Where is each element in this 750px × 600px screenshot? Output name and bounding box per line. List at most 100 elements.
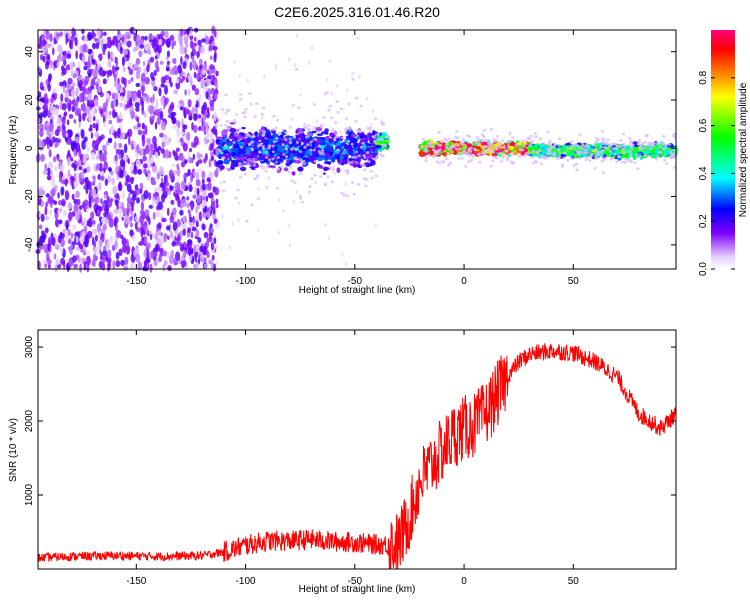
heatmap-cell xyxy=(91,106,96,117)
heatmap-cell xyxy=(224,144,228,148)
heatmap-cell xyxy=(368,126,372,130)
heatmap-cell xyxy=(365,96,369,101)
heatmap-cell xyxy=(370,176,374,180)
heatmap-cell xyxy=(44,163,47,171)
heatmap-cell xyxy=(198,58,203,66)
heatmap-cell xyxy=(455,130,459,133)
heatmap-cell xyxy=(278,197,281,202)
heatmap-cell xyxy=(66,82,70,90)
heatmap-cell xyxy=(179,190,184,196)
heatmap-cell xyxy=(206,239,210,249)
heatmap-cell xyxy=(113,111,118,118)
heatmap-cell xyxy=(259,164,264,168)
heatmap-cell xyxy=(291,117,294,122)
heatmap-cell xyxy=(137,261,142,271)
heatmap-cell xyxy=(81,154,87,164)
heatmap-cell xyxy=(295,141,299,144)
heatmap-cell xyxy=(202,116,206,126)
heatmap-cell xyxy=(345,194,349,198)
heatmap-cell xyxy=(195,220,199,228)
heatmap-cell xyxy=(160,76,165,84)
heatmap-cell xyxy=(41,140,45,150)
heatmap-cell xyxy=(93,240,97,247)
heatmap-cell xyxy=(111,177,115,185)
heatmap-cell xyxy=(143,163,148,169)
heatmap-cell xyxy=(159,132,164,138)
heatmap-cell xyxy=(357,36,360,41)
heatmap-cell xyxy=(47,83,51,92)
heatmap-cell xyxy=(209,136,213,144)
heatmap-cell xyxy=(49,104,53,114)
heatmap-cell xyxy=(190,204,194,210)
heatmap-cell xyxy=(192,153,196,160)
heatmap-cell xyxy=(154,151,159,159)
heatmap-cell xyxy=(224,135,228,139)
heatmap-cell xyxy=(460,157,464,160)
heatmap-cell xyxy=(490,127,494,131)
heatmap-cell xyxy=(193,124,198,133)
heatmap-cell xyxy=(97,57,100,67)
heatmap-cell xyxy=(250,135,254,139)
heatmap-cell xyxy=(586,147,593,151)
heatmap-cell xyxy=(141,110,145,115)
heatmap-cell xyxy=(92,220,96,225)
heatmap-cell xyxy=(91,30,95,40)
heatmap-cell xyxy=(445,142,449,146)
heatmap-cell xyxy=(163,233,168,240)
heatmap-cell xyxy=(506,145,511,149)
heatmap-cell xyxy=(193,113,198,122)
heatmap-cell xyxy=(347,162,351,165)
heatmap-cell xyxy=(167,190,171,196)
heatmap-cell xyxy=(341,252,344,257)
heatmap-cell xyxy=(124,181,129,187)
heatmap-cell xyxy=(159,166,164,176)
heatmap-cell xyxy=(148,192,152,201)
heatmap-cell xyxy=(108,119,113,125)
heatmap-cell xyxy=(134,216,138,221)
heatmap-cell xyxy=(304,135,309,139)
heatmap-cell xyxy=(477,139,481,143)
heatmap-cell xyxy=(366,143,372,147)
heatmap-cell xyxy=(87,31,93,41)
heatmap-cell xyxy=(170,111,175,121)
heatmap-cell xyxy=(180,180,186,191)
heatmap-cell xyxy=(189,216,193,223)
heatmap-cell xyxy=(71,82,76,87)
heatmap-cell xyxy=(96,64,101,71)
heatmap-cell xyxy=(184,47,187,55)
heatmap-cell xyxy=(166,55,169,60)
heatmap-cell xyxy=(313,138,317,141)
heatmap-cell xyxy=(144,35,148,41)
heatmap-cell xyxy=(96,78,101,85)
figure-title: C2E6.2025.316.01.46.R20 xyxy=(274,4,440,20)
heatmap-cell xyxy=(223,159,230,165)
heatmap-cell xyxy=(333,171,336,176)
heatmap-cell xyxy=(37,260,41,271)
heatmap-cell xyxy=(127,79,131,85)
heatmap-cell xyxy=(150,143,154,152)
heatmap-cell xyxy=(335,100,339,103)
heatmap-cell xyxy=(180,131,185,136)
heatmap-cell xyxy=(463,146,467,150)
heatmap-cell xyxy=(210,242,214,251)
heatmap-cell xyxy=(421,137,426,141)
heatmap-cell xyxy=(278,132,283,136)
heatmap-cell xyxy=(261,145,265,148)
heatmap-cell xyxy=(295,68,299,71)
heatmap-cell xyxy=(196,74,200,81)
heatmap-cell xyxy=(191,84,196,91)
heatmap-cell xyxy=(208,44,213,52)
heatmap-cell xyxy=(119,46,123,55)
heatmap-cell xyxy=(87,180,92,190)
heatmap-cell xyxy=(255,102,259,105)
heatmap-cell xyxy=(172,207,177,215)
heatmap-cell xyxy=(146,64,150,73)
heatmap-cell xyxy=(117,42,121,52)
heatmap-cell xyxy=(258,139,262,143)
heatmap-cell xyxy=(101,38,104,49)
heatmap-cell xyxy=(179,45,185,55)
heatmap-cell xyxy=(55,218,59,228)
heatmap-cell xyxy=(64,178,68,187)
heatmap-cell xyxy=(307,128,311,131)
heatmap-cell xyxy=(83,184,86,190)
